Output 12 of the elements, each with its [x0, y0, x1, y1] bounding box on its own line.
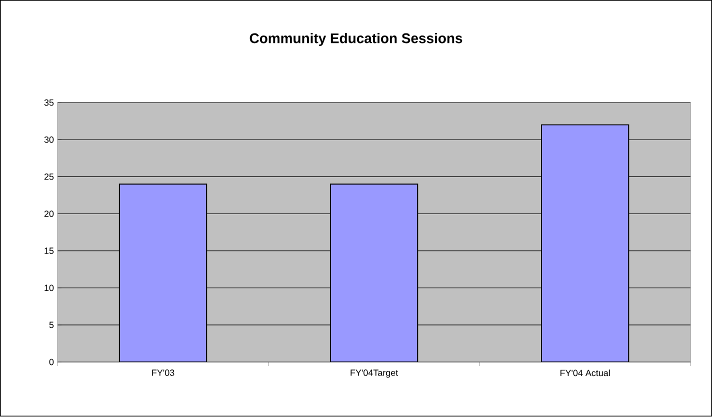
x-tick-label: FY'04Target — [350, 370, 398, 378]
y-tick-label: 0 — [49, 359, 54, 366]
y-tick-label: 25 — [44, 174, 54, 180]
y-tick-label: 20 — [44, 210, 54, 218]
x-tick-label: FY'04 Actual — [560, 370, 610, 376]
y-tick-label: 5 — [49, 322, 54, 328]
y-tick-label: 35 — [44, 100, 54, 106]
y-tick-label: 30 — [44, 136, 54, 144]
y-tick-label: 15 — [44, 248, 54, 254]
chart-title: Community Education Sessions — [250, 33, 462, 46]
x-tick-label: FY'03 — [152, 370, 174, 376]
y-tick-label: 10 — [44, 284, 54, 292]
